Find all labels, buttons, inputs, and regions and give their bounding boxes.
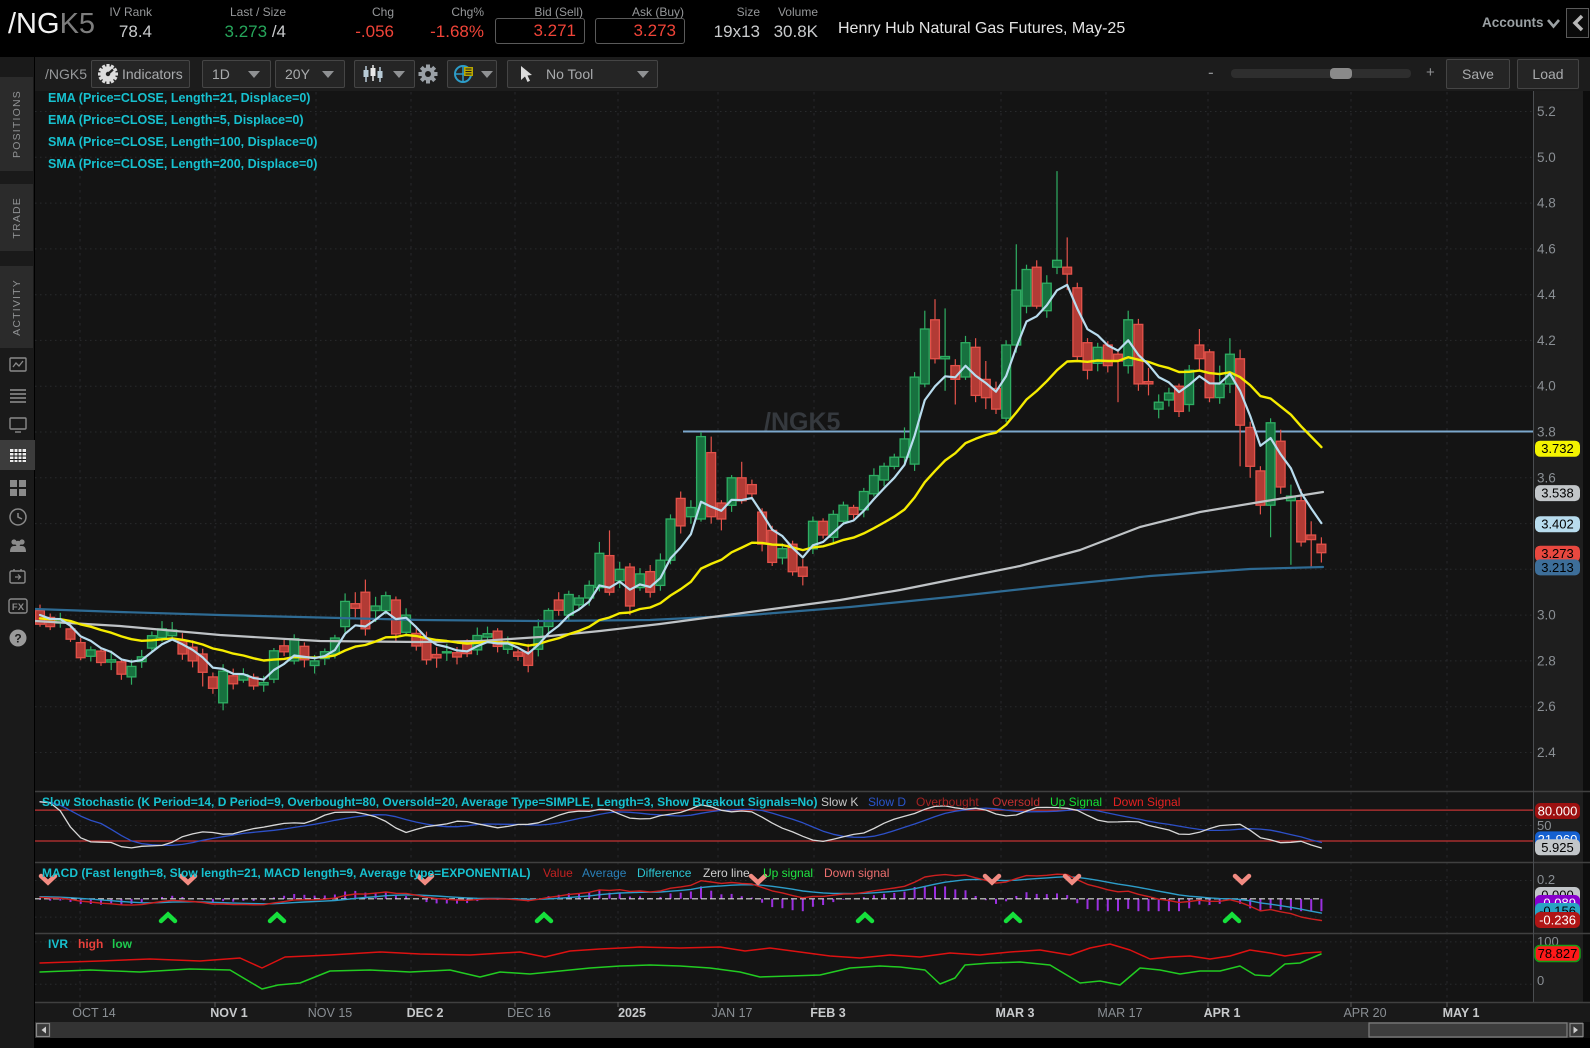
svg-text:?: ?: [14, 632, 21, 646]
svg-text:Difference: Difference: [637, 866, 692, 880]
svg-text:3.213: 3.213: [1541, 560, 1574, 575]
svg-text:Overbought: Overbought: [916, 795, 979, 809]
svg-text:OCT 14: OCT 14: [72, 1006, 116, 1020]
svg-text:80.000: 80.000: [1538, 804, 1578, 819]
svg-text:Up signal: Up signal: [763, 866, 813, 880]
svg-text:SMA (Price=CLOSE, Length=100,: SMA (Price=CLOSE, Length=100, Displace=0…: [48, 135, 317, 149]
svg-text:NOV 15: NOV 15: [308, 1006, 353, 1020]
svg-text:-0.236: -0.236: [1539, 913, 1576, 928]
svg-text:Down Signal: Down Signal: [1113, 795, 1180, 809]
svg-text:4.2: 4.2: [1537, 333, 1556, 348]
svg-text:5.0: 5.0: [1537, 150, 1556, 165]
svg-text:78.827: 78.827: [1538, 946, 1578, 961]
svg-text:3.402: 3.402: [1541, 517, 1574, 532]
svg-text:0: 0: [1537, 973, 1544, 988]
svg-text:4.0: 4.0: [1537, 379, 1556, 394]
svg-text:Down signal: Down signal: [824, 866, 889, 880]
svg-text:4.4: 4.4: [1537, 287, 1556, 302]
svg-text:4.6: 4.6: [1537, 241, 1556, 256]
svg-text:2025: 2025: [618, 1006, 646, 1020]
svg-text:APR 20: APR 20: [1343, 1006, 1386, 1020]
svg-text:Slow Stochastic (K Period=14,: Slow Stochastic (K Period=14, D Period=9…: [42, 795, 817, 809]
svg-text:DEC 2: DEC 2: [407, 1006, 444, 1020]
svg-text:MAY 1: MAY 1: [1443, 1006, 1480, 1020]
svg-text:Oversold: Oversold: [992, 795, 1040, 809]
svg-text:APR 1: APR 1: [1204, 1006, 1241, 1020]
svg-text:5.2: 5.2: [1537, 104, 1556, 119]
svg-text:0.2: 0.2: [1537, 872, 1555, 887]
svg-text:FEB 3: FEB 3: [810, 1006, 845, 1020]
svg-text:FX: FX: [12, 602, 25, 613]
svg-text:SMA (Price=CLOSE, Length=200,: SMA (Price=CLOSE, Length=200, Displace=0…: [48, 157, 317, 171]
svg-text:3.273: 3.273: [1541, 546, 1574, 561]
svg-text:3.538: 3.538: [1541, 486, 1574, 501]
svg-text:5.925: 5.925: [1541, 840, 1574, 855]
svg-text:MAR 3: MAR 3: [996, 1006, 1035, 1020]
svg-text:Up Signal: Up Signal: [1050, 795, 1102, 809]
svg-text:low: low: [112, 937, 133, 951]
svg-text:Slow D: Slow D: [868, 795, 906, 809]
svg-text:EMA (Price=CLOSE, Length=21, D: EMA (Price=CLOSE, Length=21, Displace=0): [48, 91, 310, 105]
svg-text:high: high: [78, 937, 103, 951]
svg-text:2.4: 2.4: [1537, 745, 1556, 760]
svg-text:Slow K: Slow K: [821, 795, 858, 809]
svg-text:3.732: 3.732: [1541, 441, 1574, 456]
svg-text:Value: Value: [543, 866, 573, 880]
svg-text:DEC 16: DEC 16: [507, 1006, 551, 1020]
svg-text:MACD (Fast length=8, Slow leng: MACD (Fast length=8, Slow length=21, MAC…: [42, 866, 531, 880]
svg-text:2.8: 2.8: [1537, 653, 1556, 668]
svg-text:NOV 1: NOV 1: [210, 1006, 248, 1020]
svg-text:Zero line: Zero line: [703, 866, 750, 880]
svg-text:3.0: 3.0: [1537, 608, 1556, 623]
svg-text:2.6: 2.6: [1537, 699, 1556, 714]
svg-text:3.6: 3.6: [1537, 470, 1556, 485]
svg-text:EMA (Price=CLOSE, Length=5, Di: EMA (Price=CLOSE, Length=5, Displace=0): [48, 113, 304, 127]
svg-text:3.8: 3.8: [1537, 425, 1556, 440]
svg-text:Average: Average: [582, 866, 627, 880]
svg-text:MAR 17: MAR 17: [1097, 1006, 1142, 1020]
svg-text:4.8: 4.8: [1537, 196, 1556, 211]
svg-text:JAN 17: JAN 17: [712, 1006, 753, 1020]
svg-text:IVR: IVR: [48, 937, 68, 951]
svg-text:50: 50: [1537, 818, 1551, 833]
